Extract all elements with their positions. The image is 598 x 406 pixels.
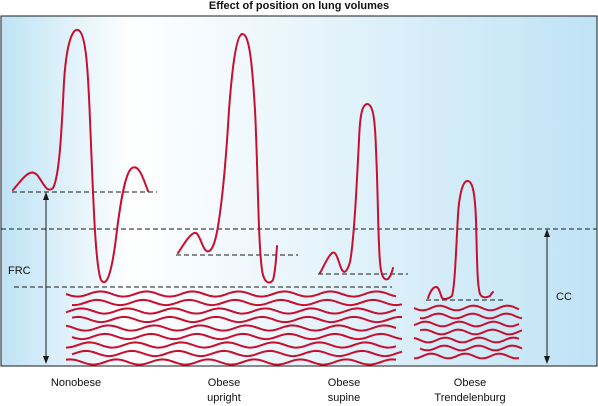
label-nonobese-line1: Nonobese (51, 377, 101, 389)
frc-label: FRC (8, 265, 31, 277)
tissue-wave-left-4 (65, 324, 397, 332)
frc-arrow (43, 192, 49, 364)
tissue-wave-right-1 (420, 312, 523, 320)
tissue-wave-right-2 (413, 320, 520, 328)
tissue-wave-left-2 (65, 307, 397, 315)
cc-label: CC (556, 291, 572, 303)
label-obese-supine-line1: Obese (328, 377, 360, 389)
label-obese-trendelenburg-line1: Obese (454, 377, 486, 389)
diagram-title: Effect of position on lung volumes (208, 0, 390, 12)
tissue-wave-left-1 (71, 298, 403, 307)
tissue-waves-right (413, 304, 523, 360)
trace-obese-upright (177, 33, 278, 284)
tissue-wave-left-5 (71, 332, 403, 341)
label-obese-upright-line1: Obese (208, 377, 240, 389)
cc-arrow (544, 229, 550, 364)
tissue-wave-right-0 (413, 304, 520, 312)
label-obese-supine-line2: supine (328, 392, 360, 404)
label-obese-trendelenburg-line2: Trendelenburg (434, 392, 505, 404)
tissue-wave-right-4 (413, 336, 520, 344)
trace-obese-supine (319, 103, 394, 281)
tissue-wave-left-8 (65, 358, 397, 366)
tissue-wave-right-5 (419, 344, 523, 352)
label-obese-upright-line2: upright (207, 392, 241, 404)
breathing-traces (12, 29, 494, 301)
tissue-wave-left-6 (65, 341, 397, 349)
trace-nonobese (12, 29, 149, 284)
tissue-wave-left-7 (71, 349, 403, 358)
trace-obese-trendelenburg (427, 180, 494, 301)
tissue-wave-left-0 (65, 290, 397, 298)
tissue-waves-left (65, 290, 403, 366)
position-labels: Nonobese Obese upright Obese supine Obes… (51, 377, 506, 404)
tissue-wave-left-3 (71, 315, 403, 324)
tissue-wave-right-3 (419, 328, 523, 336)
tissue-wave-right-6 (413, 352, 520, 360)
